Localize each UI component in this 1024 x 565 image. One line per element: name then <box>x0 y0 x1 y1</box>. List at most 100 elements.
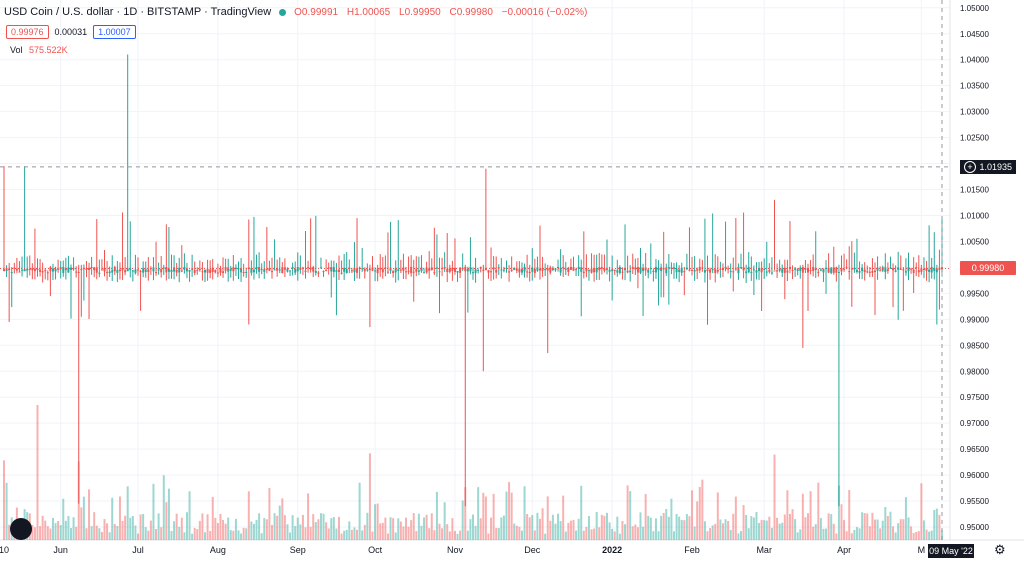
candle-body <box>425 267 428 273</box>
volume-bar <box>639 512 642 540</box>
volume-bar <box>557 513 560 540</box>
volume-bar <box>291 515 294 540</box>
candle-body <box>10 272 13 274</box>
volume-bar <box>325 522 328 540</box>
candle-body <box>191 268 194 270</box>
gear-icon[interactable]: ⚙ <box>994 542 1006 557</box>
volume-bar <box>183 532 186 540</box>
volume-bar <box>255 519 258 540</box>
candle-body <box>742 267 745 271</box>
candle-body <box>763 268 766 270</box>
candle-body <box>178 267 181 273</box>
volume-bar <box>234 518 237 540</box>
volume-bar <box>247 491 250 540</box>
candle-body <box>531 267 534 272</box>
candle-body <box>917 270 920 273</box>
volume-bar <box>335 528 338 540</box>
candle-body <box>807 268 809 273</box>
candle-body <box>830 267 833 273</box>
volume-bar <box>242 527 245 540</box>
volume-bar <box>435 491 438 540</box>
volume-bar <box>222 519 225 540</box>
candle-body <box>711 268 714 271</box>
candle-body <box>886 269 889 271</box>
sell-button[interactable]: 0.99976 <box>6 25 49 39</box>
volume-bar <box>752 517 755 540</box>
candle-body <box>247 267 250 270</box>
price-tick-label: 0.98000 <box>960 367 989 376</box>
volume-bar <box>430 513 433 540</box>
candle-body <box>606 268 608 270</box>
tradingview-logo-icon[interactable] <box>10 518 32 540</box>
candle-body <box>858 270 861 273</box>
candle-body <box>283 267 286 270</box>
close-value: C0.99980 <box>449 6 493 18</box>
candle-body <box>464 267 467 272</box>
volume-bar <box>634 524 637 540</box>
candle-body <box>665 267 668 274</box>
candle-body <box>214 269 217 273</box>
volume-bar <box>541 508 544 540</box>
volume-bar <box>904 497 907 540</box>
candle-body <box>420 267 423 272</box>
volume-bar <box>559 521 562 540</box>
buy-button[interactable]: 1.00007 <box>93 25 136 39</box>
volume-bar <box>319 513 322 540</box>
candle-body <box>162 267 165 269</box>
candle-body <box>487 270 490 273</box>
candle-body <box>508 271 511 273</box>
volume-bar <box>688 516 691 540</box>
volume-bar <box>438 523 441 540</box>
volume-bar <box>106 523 109 540</box>
candle-body <box>170 269 173 273</box>
candle-body <box>840 267 843 272</box>
candle-body <box>660 267 663 272</box>
candle-body <box>703 269 706 273</box>
crosshair-date-label: 09 May '22 <box>928 544 974 558</box>
volume-bar <box>776 517 779 540</box>
candle-body <box>41 271 44 273</box>
candle-body <box>549 267 552 273</box>
volume-bar <box>711 525 714 540</box>
volume-bar <box>729 529 732 540</box>
volume-bar <box>621 520 624 540</box>
candle-body <box>894 270 897 272</box>
candle-body <box>423 272 426 274</box>
add-alert-icon[interactable]: + <box>964 160 976 173</box>
candle-body <box>472 272 474 274</box>
candle-body <box>685 267 688 270</box>
candle-body <box>21 269 24 271</box>
candle-body <box>108 271 111 274</box>
candle-body <box>868 271 871 273</box>
volume-bar <box>348 521 351 540</box>
candle-body <box>740 267 742 269</box>
candle-body <box>469 267 472 272</box>
volume-bar <box>626 485 629 540</box>
volume-bar <box>420 525 423 540</box>
volume-bar <box>51 517 54 540</box>
volume-bar <box>830 514 833 540</box>
volume-bar <box>180 517 183 540</box>
symbol-title[interactable]: USD Coin / U.S. dollar · 1D · BITSTAMP ·… <box>4 6 272 18</box>
price-tick-label: 0.99000 <box>960 315 989 324</box>
volume-bar <box>415 531 418 540</box>
candle-body <box>683 271 686 273</box>
candle-body <box>889 267 892 269</box>
volume-bar <box>309 526 312 540</box>
candle-body <box>374 270 377 272</box>
volume-bar <box>204 532 206 540</box>
candle-body <box>111 269 114 273</box>
volume-bar <box>490 517 493 540</box>
candle-body <box>77 271 80 273</box>
candle-body <box>510 269 513 272</box>
candle-body <box>564 268 567 270</box>
volume-bar <box>307 493 310 540</box>
candle-body <box>876 267 879 271</box>
volume-bar <box>796 532 799 540</box>
candle-body <box>155 272 158 274</box>
volume-bar <box>441 528 444 540</box>
volume-bar <box>410 520 413 540</box>
candle-body <box>608 269 611 272</box>
price-tick-label: 0.95500 <box>960 497 989 506</box>
